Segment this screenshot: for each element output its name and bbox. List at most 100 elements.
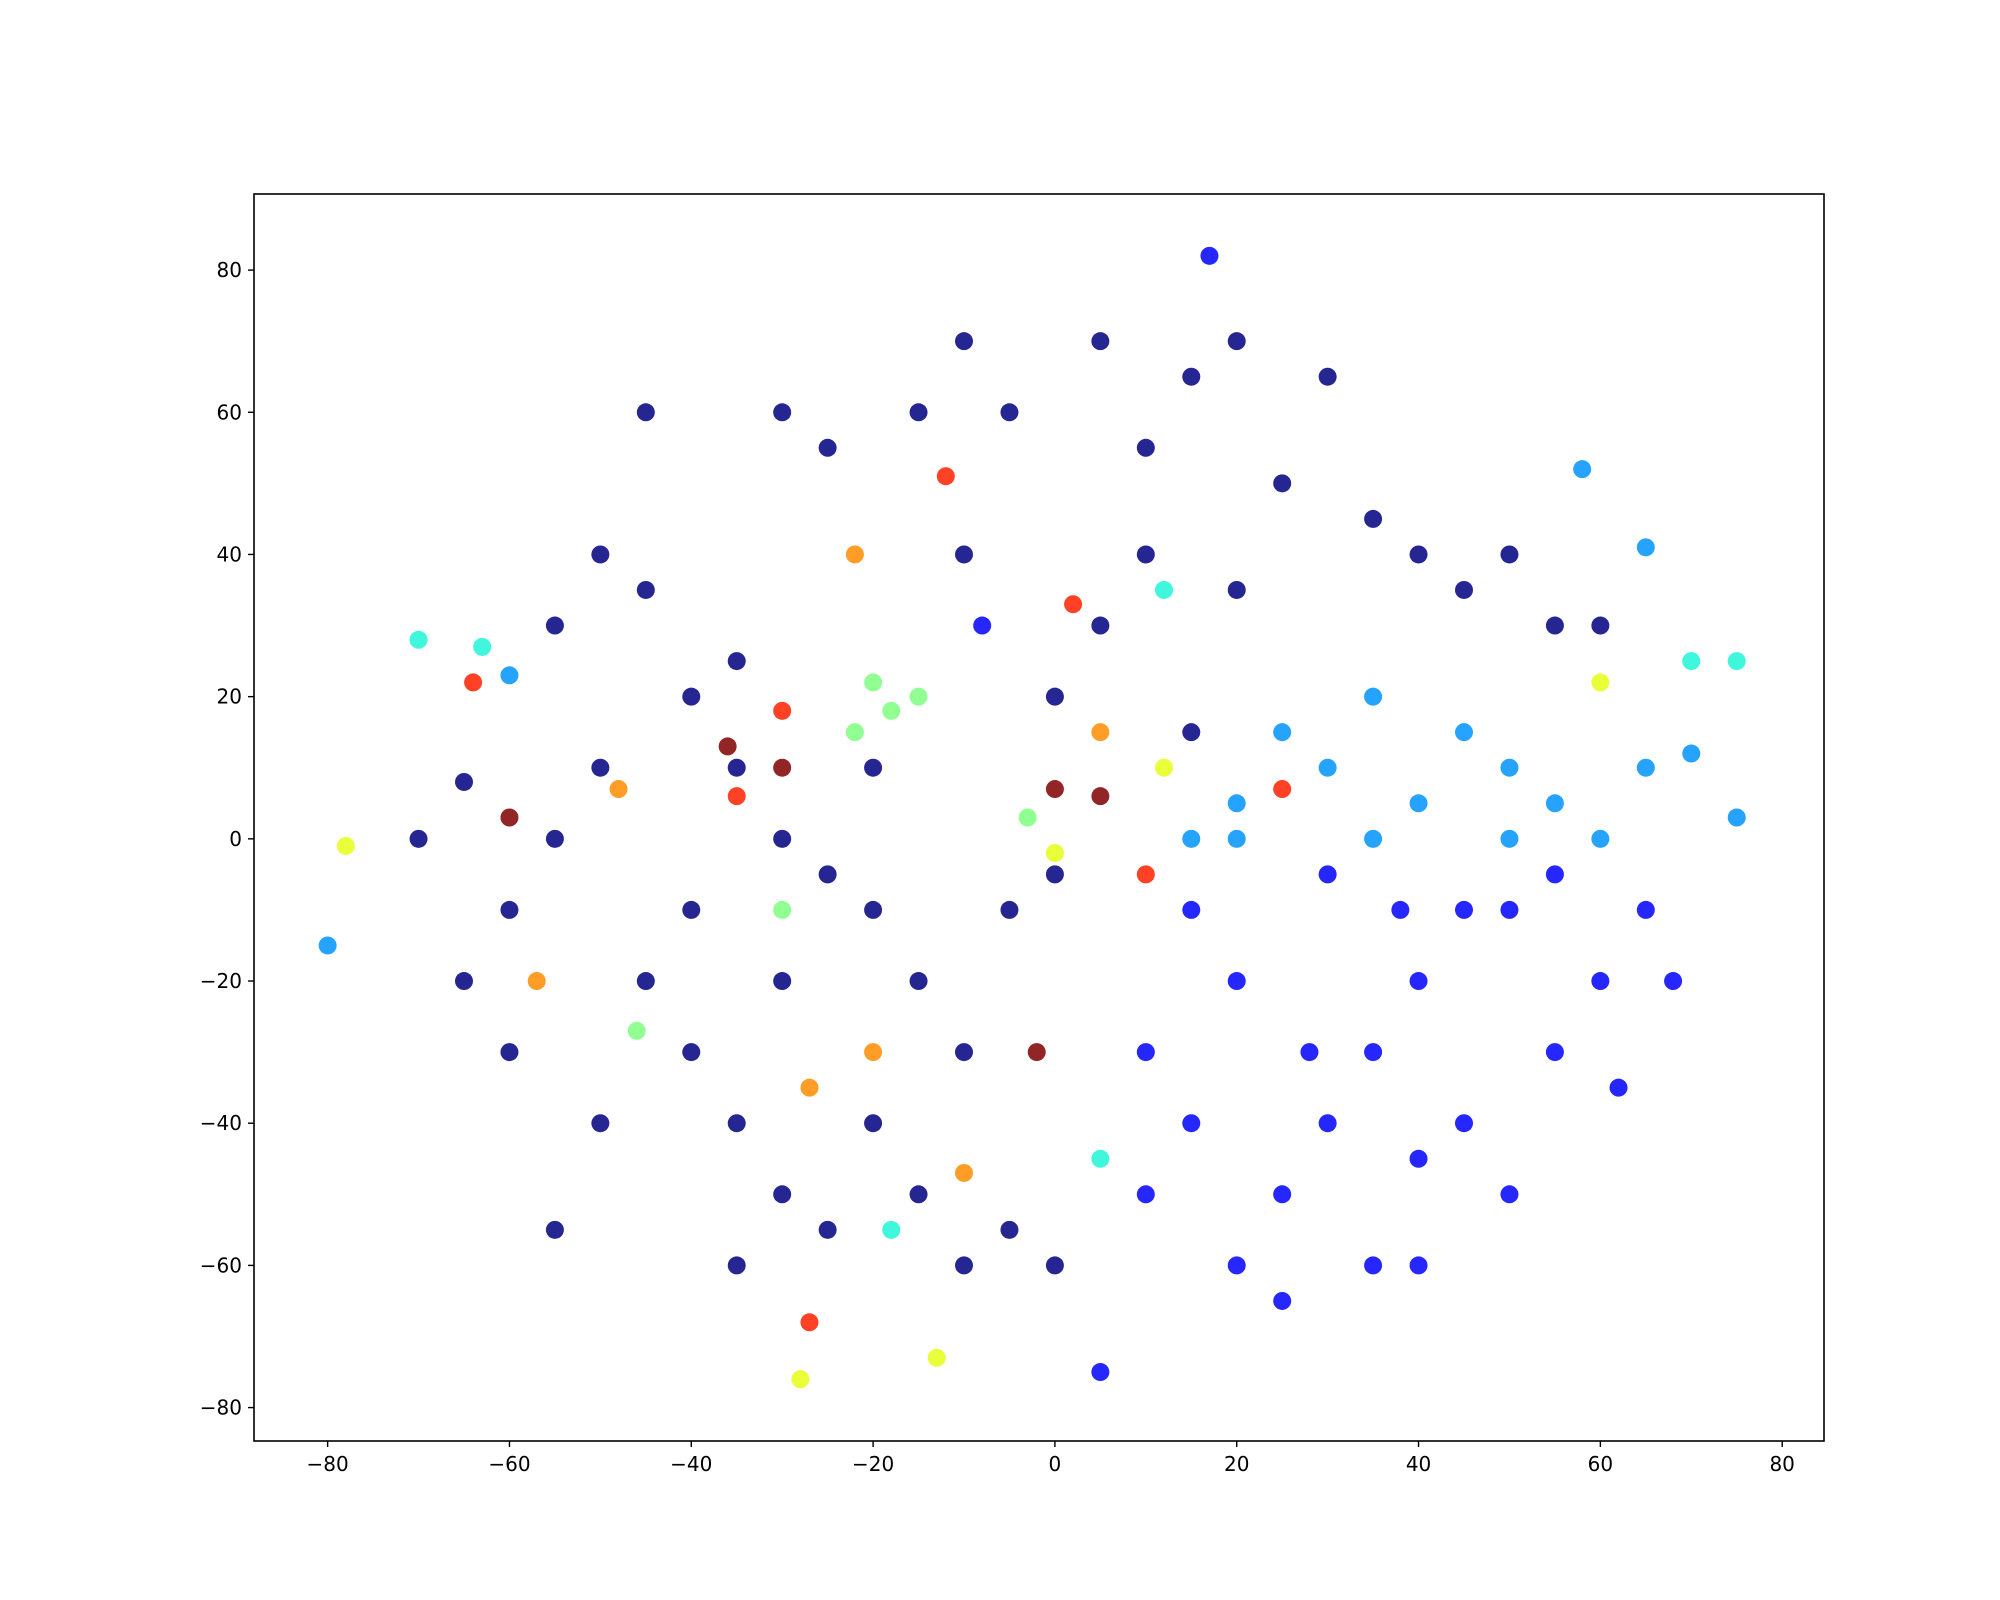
point [409, 829, 428, 848]
point [864, 758, 883, 777]
point [909, 972, 928, 991]
y-tick-label: 80 [217, 258, 242, 282]
point [682, 687, 701, 706]
point [1500, 900, 1519, 919]
point [1364, 829, 1383, 848]
point [818, 438, 837, 457]
point [1455, 723, 1473, 742]
point [1045, 865, 1064, 884]
point [1682, 652, 1701, 671]
x-tick-label: 40 [1406, 1452, 1431, 1476]
point [636, 580, 655, 599]
point [927, 1348, 946, 1367]
point [1227, 332, 1246, 351]
point [1155, 580, 1173, 599]
x-tick-label: −60 [488, 1452, 530, 1476]
point [773, 1185, 792, 1204]
point [1409, 545, 1428, 564]
point [864, 900, 883, 919]
point [1136, 1185, 1155, 1204]
point [1045, 687, 1064, 706]
point [1182, 829, 1201, 848]
point [500, 666, 519, 685]
y-tick-label: 40 [217, 542, 242, 566]
point [955, 332, 973, 351]
x-tick-label: 60 [1588, 1452, 1613, 1476]
point [636, 403, 655, 422]
point [1182, 367, 1201, 386]
point [1300, 1043, 1319, 1062]
point [864, 673, 883, 692]
point [1318, 1114, 1337, 1133]
point [1364, 1043, 1383, 1062]
y-tick-label: 0 [229, 827, 242, 851]
point [1409, 1256, 1428, 1275]
point [909, 687, 928, 706]
point [1000, 900, 1019, 919]
point [545, 1220, 564, 1239]
point [1409, 972, 1428, 991]
point [1227, 1256, 1246, 1275]
point [1727, 652, 1746, 671]
point [1091, 1149, 1110, 1168]
point [882, 1220, 901, 1239]
point [727, 1114, 746, 1133]
point [791, 1370, 810, 1389]
point [845, 545, 864, 564]
point [1500, 1185, 1519, 1204]
y-tick-label: −60 [200, 1253, 242, 1277]
point [818, 1220, 837, 1239]
point [800, 1078, 819, 1097]
point [800, 1313, 819, 1332]
point [1155, 758, 1173, 777]
point [609, 780, 628, 799]
point [1391, 900, 1410, 919]
point [955, 1256, 973, 1275]
point [1227, 829, 1246, 848]
point [864, 1114, 883, 1133]
point [1455, 1114, 1473, 1133]
point [409, 630, 428, 649]
point [773, 701, 792, 720]
plot-area [318, 246, 1746, 1389]
point [636, 972, 655, 991]
point [718, 737, 737, 756]
point [1500, 829, 1519, 848]
point [1045, 1256, 1064, 1275]
point [1064, 595, 1083, 614]
x-tick-label: −80 [307, 1452, 349, 1476]
point [1409, 1149, 1428, 1168]
point [1455, 580, 1473, 599]
point [773, 972, 792, 991]
point [1455, 900, 1473, 919]
point [864, 1043, 883, 1062]
point [955, 1043, 973, 1062]
point [1318, 758, 1337, 777]
point [682, 900, 701, 919]
point [773, 900, 792, 919]
y-tick-label: −40 [200, 1111, 242, 1135]
point [455, 972, 473, 991]
point [882, 701, 901, 720]
point [500, 808, 519, 827]
point [1364, 687, 1383, 706]
point [727, 787, 746, 806]
point [1182, 900, 1201, 919]
point [1091, 616, 1110, 635]
point [1545, 616, 1564, 635]
point [500, 900, 519, 919]
point [727, 1256, 746, 1275]
point [1227, 580, 1246, 599]
x-tick-label: 80 [1769, 1452, 1794, 1476]
point [1000, 1220, 1019, 1239]
point [682, 1043, 701, 1062]
point [1636, 758, 1655, 777]
point [545, 829, 564, 848]
point [773, 758, 792, 777]
point [1091, 332, 1110, 351]
point [845, 723, 864, 742]
point [1636, 900, 1655, 919]
point [727, 758, 746, 777]
